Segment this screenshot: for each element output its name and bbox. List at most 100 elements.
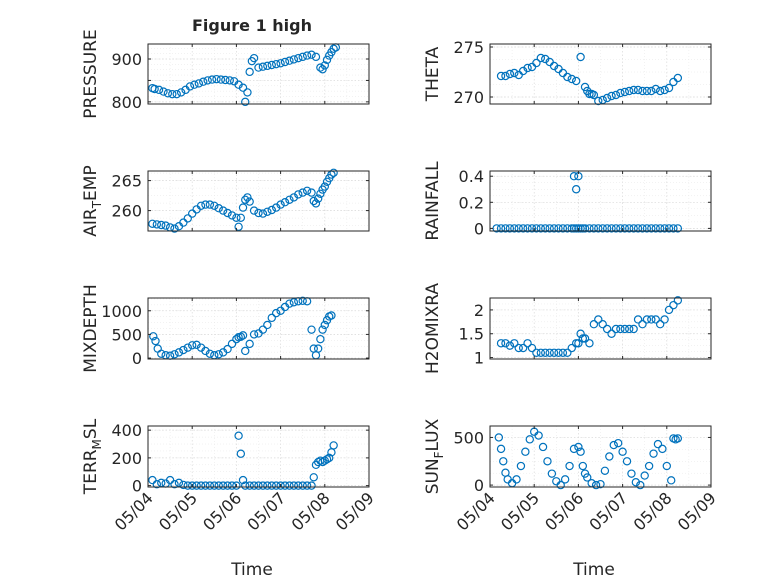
data-point — [545, 348, 554, 358]
data-point — [227, 211, 237, 220]
data-point — [602, 93, 612, 103]
data-point — [625, 86, 634, 96]
data-point — [311, 199, 321, 208]
data-point — [149, 332, 158, 341]
data-point — [179, 345, 188, 355]
data-point — [536, 224, 546, 233]
data-point — [263, 207, 272, 216]
data-point — [223, 344, 232, 354]
data-point — [316, 63, 325, 72]
data-point — [660, 85, 669, 95]
data-point — [583, 473, 592, 482]
data-point — [289, 55, 299, 64]
data-point — [302, 51, 312, 60]
data-point — [673, 296, 683, 305]
data-point — [294, 53, 303, 63]
data-point — [154, 85, 164, 95]
data-point — [234, 431, 243, 440]
x-tick-label: 05/09 — [674, 488, 720, 534]
data-point — [653, 439, 663, 449]
data-point — [289, 298, 299, 307]
data-point — [187, 209, 197, 218]
x-tick-label: 05/08 — [288, 488, 334, 534]
data-point — [318, 325, 327, 334]
data-point — [638, 86, 647, 96]
data-point — [172, 89, 181, 99]
data-point — [276, 481, 285, 490]
data-point — [589, 320, 599, 329]
data-point — [620, 87, 630, 97]
data-point — [596, 479, 605, 489]
data-point — [201, 200, 210, 209]
data-point — [627, 469, 636, 478]
data-point — [214, 203, 223, 213]
data-point — [285, 481, 294, 490]
data-point — [174, 478, 184, 488]
data-point — [591, 480, 601, 490]
subplot-terr-msl: 020040005/0405/0505/0605/0705/0805/09TER… — [81, 418, 378, 534]
data-point — [571, 76, 581, 86]
data-point — [576, 447, 585, 456]
data-point — [611, 224, 621, 233]
y-axis-label: SUNFLUX — [423, 418, 446, 494]
data-point — [254, 208, 263, 218]
data-point — [179, 480, 188, 490]
data-point — [569, 172, 579, 181]
data-point — [170, 350, 179, 359]
data-point — [236, 213, 246, 222]
y-tick-label: 265 — [111, 172, 142, 191]
data-point — [329, 441, 338, 450]
axes-box — [147, 43, 370, 105]
data-point — [183, 214, 192, 223]
y-tick-label: 2 — [474, 301, 484, 320]
subplot-theta: 270 275 THETA — [423, 38, 712, 107]
data-point — [510, 68, 519, 78]
data-point — [176, 88, 186, 97]
data-point — [236, 332, 246, 341]
data-point — [205, 349, 215, 358]
data-point — [232, 481, 241, 490]
data-point — [267, 60, 276, 70]
data-point — [638, 320, 647, 329]
data-point — [501, 224, 510, 233]
data-point — [196, 481, 206, 490]
data-point — [571, 185, 581, 194]
data-point — [607, 224, 616, 233]
data-point — [238, 475, 248, 485]
data-point — [578, 334, 588, 343]
data-point — [254, 63, 263, 72]
data-point — [194, 79, 204, 88]
data-point — [179, 218, 188, 227]
data-point — [510, 339, 519, 348]
data-point — [258, 62, 268, 71]
data-point — [329, 168, 338, 177]
data-point — [664, 224, 674, 233]
data-point — [221, 75, 230, 85]
data-point — [518, 224, 528, 233]
data-point — [223, 481, 232, 490]
data-point — [157, 220, 166, 230]
data-point — [267, 205, 276, 215]
data-point — [205, 481, 215, 490]
data-point — [565, 461, 574, 471]
data-point — [527, 224, 537, 233]
y-tick-label: 500 — [453, 428, 484, 447]
data-point — [518, 343, 528, 353]
data-point — [157, 478, 166, 488]
data-point — [589, 224, 599, 233]
data-point — [576, 224, 585, 233]
data-point — [649, 449, 658, 458]
data-point — [576, 52, 585, 62]
data-point — [294, 481, 303, 490]
data-point — [609, 440, 618, 450]
data-point — [611, 324, 621, 334]
data-point — [322, 55, 332, 65]
y-axis-label: RAINFALL — [423, 161, 443, 241]
data-point — [267, 481, 276, 490]
data-point — [554, 348, 563, 358]
axes-box — [489, 170, 712, 232]
y-tick-label: 0.4 — [459, 167, 484, 186]
x-tick-label: 05/05 — [155, 488, 201, 534]
data-point — [673, 434, 683, 443]
data-point — [276, 59, 285, 68]
